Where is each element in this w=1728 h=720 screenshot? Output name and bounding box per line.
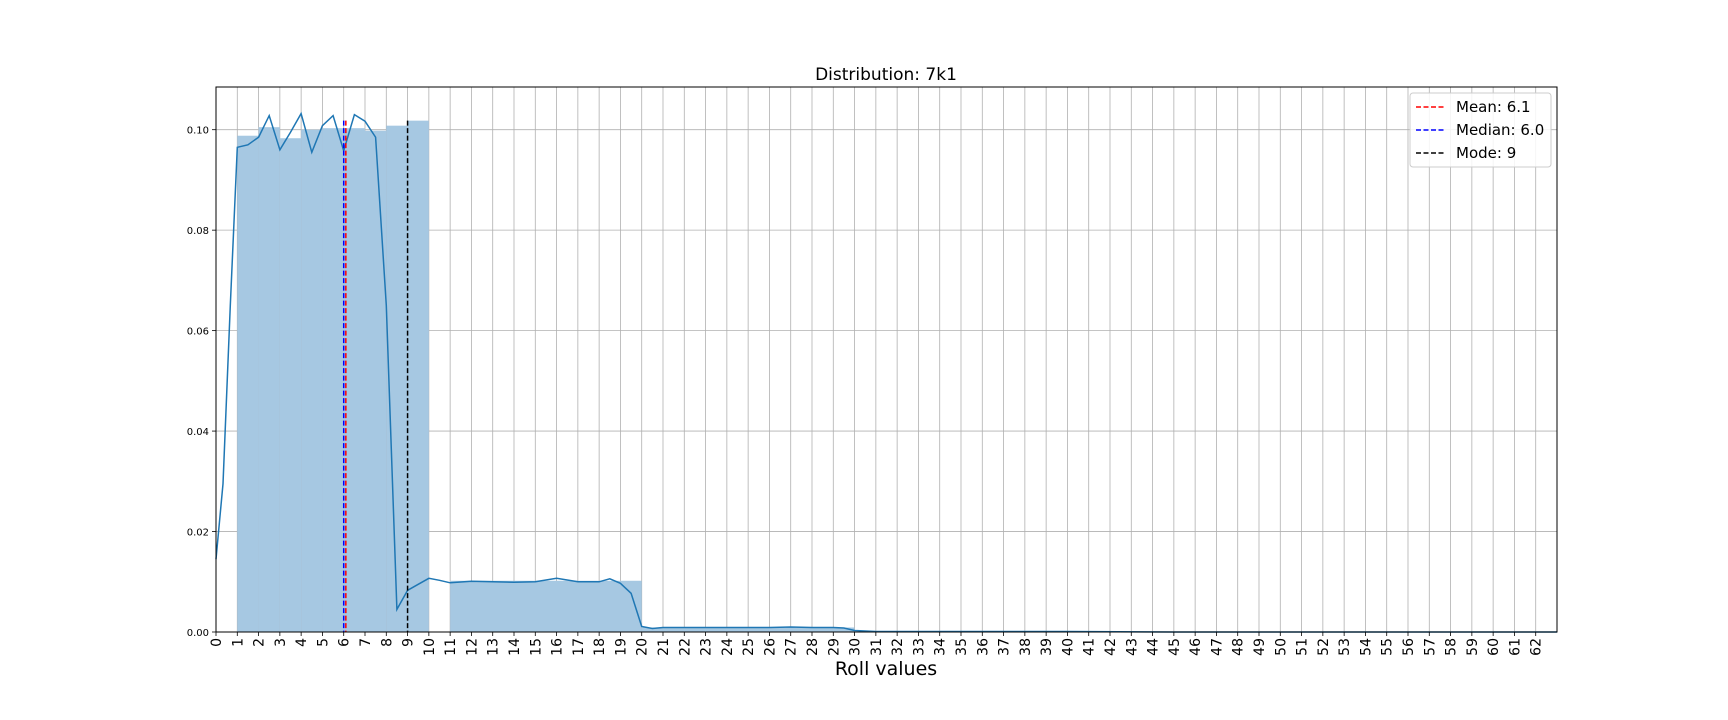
x-tick-label: 57 <box>1422 638 1438 656</box>
y-tick-label: 0.06 <box>187 327 209 338</box>
x-tick-label: 17 <box>571 638 587 656</box>
x-tick-label: 14 <box>507 638 523 656</box>
x-tick-label: 61 <box>1507 638 1523 656</box>
x-tick-label: 25 <box>741 638 757 656</box>
x-tick-label: 0 <box>209 638 225 647</box>
x-tick-label: 56 <box>1401 638 1417 656</box>
x-tick-label: 40 <box>1060 638 1076 656</box>
x-tick-label: 11 <box>443 638 459 656</box>
x-tick-label: 30 <box>848 638 864 656</box>
histogram-bar <box>450 580 642 632</box>
x-tick-label: 58 <box>1444 638 1460 656</box>
x-tick-label: 47 <box>1209 638 1225 656</box>
x-tick-label: 6 <box>337 638 353 647</box>
x-tick-label: 27 <box>784 638 800 656</box>
histogram-bar <box>386 125 408 632</box>
x-tick-label: 34 <box>933 638 949 656</box>
x-tick-label: 21 <box>656 638 672 656</box>
x-axis-label: Roll values <box>835 658 937 680</box>
plot-frame <box>215 86 1558 633</box>
x-tick-label: 24 <box>720 638 736 656</box>
x-tick-label: 28 <box>805 638 821 656</box>
x-tick-label: 19 <box>613 638 629 656</box>
legend: Mean: 6.1 Median: 6.0 Mode: 9 <box>1409 92 1552 168</box>
histogram-bar <box>279 138 302 632</box>
legend-entry: Mode: 9 <box>1456 144 1516 162</box>
histogram-bar <box>641 627 855 632</box>
x-tick-label: 10 <box>422 638 438 656</box>
x-tick-label: 49 <box>1252 638 1268 656</box>
legend-entry: Median: 6.0 <box>1456 121 1544 139</box>
y-tick-label: 0.04 <box>187 427 209 438</box>
x-tick-label: 36 <box>975 638 991 656</box>
x-tick-label: 18 <box>592 638 608 656</box>
x-tick-label: 15 <box>528 638 544 656</box>
legend-entry: Mean: 6.1 <box>1456 98 1531 116</box>
x-tick-label: 29 <box>826 638 842 656</box>
histogram-bar <box>365 130 387 633</box>
x-tick-label: 8 <box>379 638 395 647</box>
x-tick-label: 1 <box>230 638 246 647</box>
histogram-bar <box>258 127 280 633</box>
x-tick-label: 13 <box>486 638 502 656</box>
histogram-bar <box>322 128 344 632</box>
histogram-bar <box>237 135 259 632</box>
x-tick-label: 50 <box>1273 638 1289 656</box>
x-tick-label: 33 <box>911 638 927 656</box>
y-tick-label: 0.10 <box>187 126 209 137</box>
kde-line <box>215 111 1557 633</box>
x-tick-label: 35 <box>954 638 970 656</box>
y-axis-ticks: 0.00 0.02 0.04 0.06 0.08 0.10 <box>187 126 216 639</box>
x-tick-label: 52 <box>1316 638 1332 656</box>
x-tick-label: 38 <box>1018 638 1034 656</box>
histogram-bars <box>237 120 855 633</box>
x-tick-label: 60 <box>1486 638 1502 656</box>
x-tick-label: 54 <box>1358 638 1374 656</box>
x-tick-label: 4 <box>294 638 310 647</box>
x-tick-label: 62 <box>1529 638 1545 656</box>
x-tick-label: 55 <box>1380 638 1396 656</box>
x-tick-label: 23 <box>699 638 715 656</box>
x-tick-label: 43 <box>1124 638 1140 656</box>
x-tick-label: 39 <box>1039 638 1055 656</box>
y-tick-label: 0.02 <box>187 528 209 539</box>
x-tick-label: 48 <box>1231 638 1247 656</box>
x-tick-label: 9 <box>401 638 417 647</box>
x-tick-label: 45 <box>1167 638 1183 656</box>
histogram-bar <box>343 128 365 632</box>
x-tick-label: 3 <box>273 638 289 647</box>
y-tick-label: 0.00 <box>187 628 209 639</box>
x-tick-label: 53 <box>1337 638 1353 656</box>
x-tick-label: 5 <box>315 638 331 647</box>
x-tick-label: 16 <box>550 638 566 656</box>
x-tick-label: 7 <box>358 638 374 647</box>
x-tick-label: 59 <box>1465 638 1481 656</box>
x-axis-ticks: 0 1 2 3 4 5 6 7 8 9 10 11 12 13 14 15 16 17 18 19 20 21 22 23 24… <box>209 632 1545 656</box>
x-tick-label: 12 <box>464 638 480 656</box>
x-tick-label: 42 <box>1103 638 1119 656</box>
x-tick-label: 51 <box>1295 638 1311 656</box>
x-tick-label: 26 <box>762 638 778 656</box>
x-tick-label: 41 <box>1082 638 1098 656</box>
x-tick-label: 44 <box>1146 638 1162 656</box>
x-tick-label: 32 <box>890 638 906 656</box>
histogram-bar <box>301 129 323 632</box>
histogram-bar <box>407 120 429 632</box>
stat-lines <box>342 120 409 632</box>
x-tick-label: 20 <box>635 638 651 656</box>
legend-box <box>1409 92 1552 168</box>
x-tick-label: 37 <box>997 638 1013 656</box>
x-tick-label: 22 <box>677 638 693 656</box>
x-tick-label: 31 <box>869 638 885 656</box>
kde-line-layer <box>215 111 1557 633</box>
chart-title: Distribution: 7k1 <box>815 65 957 85</box>
x-tick-label: 2 <box>252 638 268 647</box>
x-tick-label: 46 <box>1188 638 1204 656</box>
y-tick-label: 0.08 <box>187 226 209 237</box>
